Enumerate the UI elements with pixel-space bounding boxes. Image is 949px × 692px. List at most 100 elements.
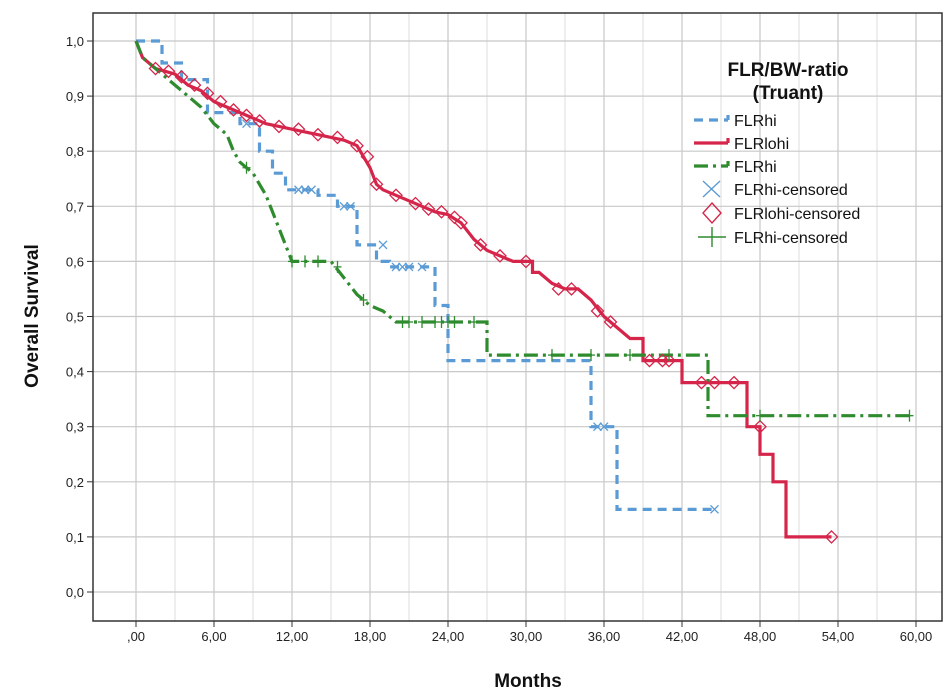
censor-mark-diamond	[727, 375, 741, 390]
legend-entry-6: FLRhi-censored	[698, 227, 848, 247]
censor-mark-x	[404, 262, 414, 272]
censor-mark-x	[710, 504, 719, 514]
censor-mark-diamond	[389, 188, 403, 203]
censor-mark-plus	[288, 255, 296, 268]
legend-label: FLRhi-censored	[734, 182, 848, 199]
censor-mark-diamond	[226, 102, 241, 117]
censor-mark-plus	[314, 255, 322, 268]
censor-mark-plus	[418, 316, 426, 329]
censor-mark-diamond	[753, 419, 767, 434]
censor-mark-plus	[405, 316, 413, 329]
censor-mark-diamond	[291, 122, 306, 137]
x-tick-label: ,00	[127, 629, 145, 644]
censor-mark-x	[378, 240, 388, 250]
legend-label: FLRhi	[734, 113, 777, 130]
legend-label: FLRlohi	[734, 136, 789, 153]
censor-marks	[148, 61, 914, 544]
censor-mark-x	[398, 262, 407, 272]
censor-mark-diamond	[187, 78, 202, 92]
x-tick-label: 6,00	[201, 629, 226, 644]
censor-mark-x	[307, 185, 316, 195]
y-tick-label: 0,5	[66, 310, 84, 325]
censor-mark-diamond	[590, 304, 605, 318]
legend-swatch-marker	[698, 227, 726, 247]
x-tick-label: 36,00	[588, 629, 621, 644]
censor-mark-diamond	[239, 108, 254, 123]
censor-mark-diamond	[551, 282, 566, 296]
legend-entries: FLRhi FLRlohi FLRhi FLRhi-censored FLRlohi-c…	[694, 113, 860, 247]
censor-mark-plus	[626, 349, 634, 362]
x-tick-label: 24,00	[432, 629, 465, 644]
censor-mark-plus	[242, 161, 251, 174]
censor-mark-plus	[905, 409, 914, 422]
censor-mark-diamond	[655, 353, 670, 368]
y-tick-label: 0,7	[66, 199, 84, 214]
censor-mark-diamond	[519, 254, 533, 269]
y-tick-label: 0,8	[66, 144, 84, 159]
censor-mark-diamond	[447, 210, 462, 225]
censor-mark-diamond	[421, 202, 436, 216]
censor-mark-diamond	[473, 237, 488, 252]
legend-label: FLRhi	[734, 159, 777, 176]
x-axis-title: Months	[494, 671, 562, 692]
legend-entry-4: FLRhi-censored	[702, 180, 848, 199]
y-tick-label: 0,9	[66, 89, 84, 104]
y-tick-label: 0,1	[66, 530, 84, 545]
y-tick-label: 0,3	[66, 420, 84, 435]
censor-mark-diamond	[360, 149, 375, 164]
censor-mark-x	[599, 422, 609, 432]
legend-label: FLRlohi-censored	[734, 206, 860, 223]
censor-mark-diamond	[161, 64, 176, 79]
legend-swatch-marker	[702, 201, 722, 225]
censor-mark-plus	[301, 255, 309, 268]
censor-mark-plus	[548, 349, 556, 362]
censor-mark-diamond	[252, 113, 267, 128]
legend-swatch-marker	[702, 180, 721, 198]
censor-mark-diamond	[272, 119, 286, 134]
y-axis-title: Overall Survival	[22, 244, 43, 388]
censor-mark-diamond	[454, 215, 468, 230]
legend-entry-2: FLRlohi	[694, 136, 789, 153]
x-tick-label: 54,00	[822, 629, 855, 644]
legend: FLR/BW-ratio (Truant) FLRhiFLRlohiFLRhiF…	[694, 60, 860, 247]
censor-mark-plus	[359, 293, 368, 306]
legend-censor-x	[702, 180, 721, 198]
censor-mark-diamond	[434, 204, 449, 219]
censor-mark-plus	[450, 316, 459, 329]
censor-mark-x	[294, 185, 303, 195]
censor-mark-x	[593, 422, 602, 432]
censor-mark-diamond	[694, 375, 709, 390]
censor-mark-x	[339, 201, 349, 211]
censor-mark-diamond	[350, 138, 364, 153]
censor-mark-x	[417, 262, 427, 272]
y-tick-label: 0,2	[66, 475, 84, 490]
censor-mark-diamond	[642, 353, 657, 368]
censor-mark-x	[300, 185, 310, 195]
censor-mark-diamond	[200, 86, 215, 101]
y-tick-label: 0,4	[66, 365, 84, 380]
x-tick-label: 30,00	[510, 629, 543, 644]
x-tick-label: 42,00	[666, 629, 699, 644]
censor-mark-diamond	[603, 315, 618, 329]
y-tick-label: 0,0	[66, 585, 84, 600]
censor-mark-diamond	[493, 248, 507, 263]
censor-mark-diamond	[330, 130, 345, 145]
legend-entry-5: FLRlohi-censored	[702, 201, 860, 225]
legend-label: FLRhi-censored	[734, 230, 848, 247]
censor-mark-plus	[470, 316, 478, 329]
censor-mark-diamond	[662, 353, 676, 368]
censor-mark-plus	[333, 260, 342, 273]
censor-mark-plus	[587, 349, 595, 362]
legend-entry-1: FLRhi	[694, 113, 777, 130]
legend-title-line-2: (Truant)	[753, 83, 824, 104]
y-tick-label: 1,0	[66, 34, 84, 49]
censor-mark-diamond	[564, 282, 579, 296]
censor-mark-x	[391, 262, 401, 272]
censor-mark-diamond	[408, 196, 423, 211]
x-tick-label: 12,00	[276, 629, 309, 644]
censor-mark-diamond	[707, 375, 722, 390]
censor-mark-diamond	[311, 127, 325, 142]
legend-entry-3: FLRhi	[694, 159, 777, 176]
x-tick-label: 48,00	[744, 629, 777, 644]
